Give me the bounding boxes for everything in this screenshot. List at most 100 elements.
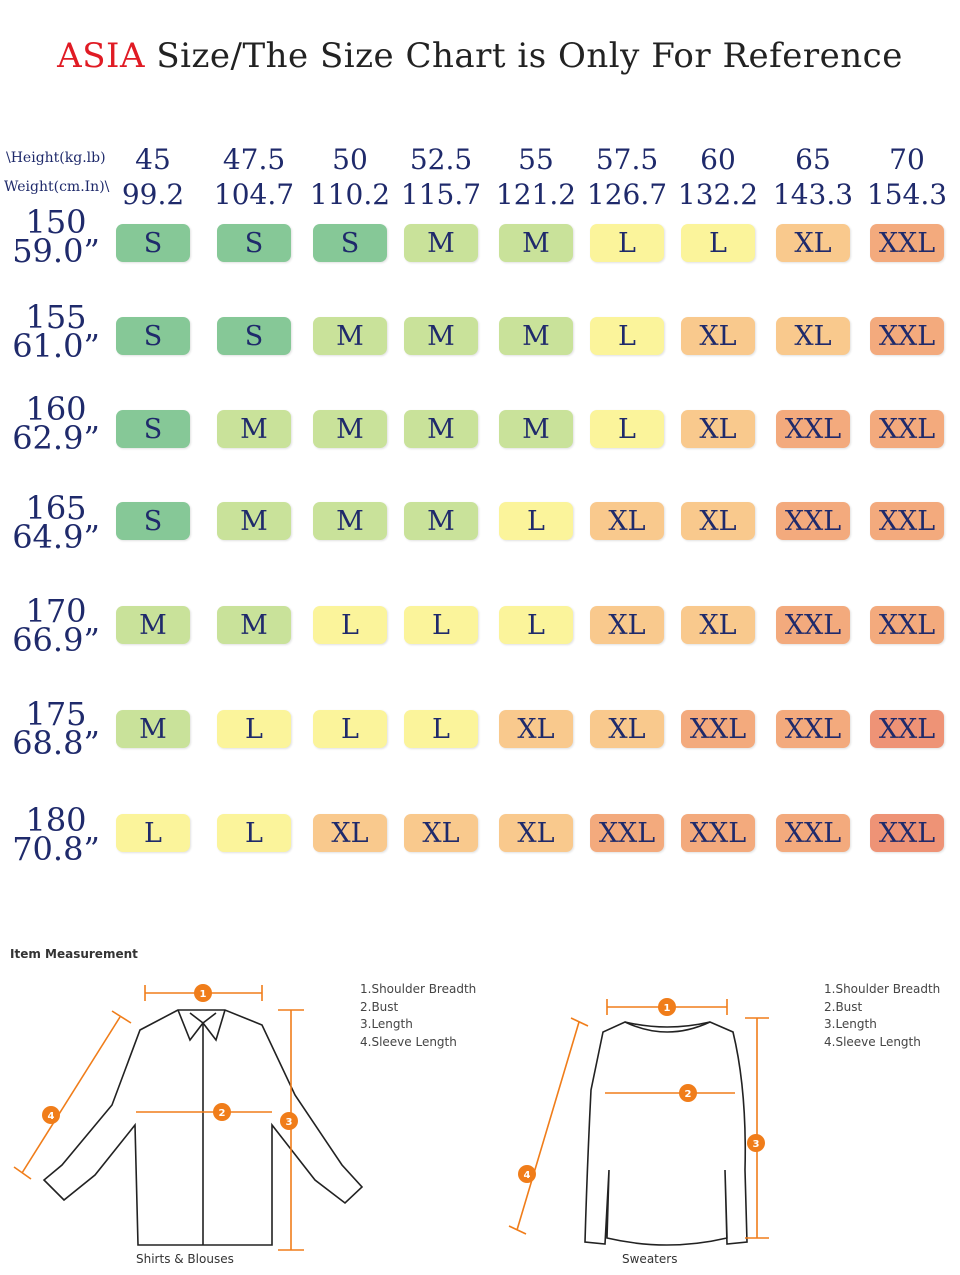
size-cell: XXL (681, 710, 755, 748)
badge-3: 3 (286, 1117, 293, 1128)
size-cell: L (217, 710, 291, 748)
badge-4: 4 (524, 1170, 531, 1181)
size-cell: M (404, 317, 478, 355)
legend-item: 1.Shoulder Breadth (824, 982, 941, 996)
size-cell: M (116, 606, 190, 644)
height-row-label: 165 64.9” (4, 489, 108, 553)
size-cell: XL (499, 710, 573, 748)
legend-item: 1.Shoulder Breadth (360, 982, 477, 996)
height-in: 62.9” (12, 419, 100, 457)
title-region: ASIA (57, 36, 146, 76)
height-in: 61.0” (12, 327, 100, 365)
size-cell: XL (681, 502, 755, 540)
weight-lb-header: 99.2 (121, 178, 185, 211)
weight-lb-header: 121.2 (495, 178, 577, 211)
size-cell: XL (681, 410, 755, 448)
weight-kg-header: 47.5 (222, 143, 286, 176)
size-cell: S (116, 224, 190, 262)
badge-4: 4 (48, 1111, 55, 1122)
title-text: Size/The Size Chart is Only For Referenc… (145, 36, 903, 76)
size-cell: S (217, 317, 291, 355)
weight-kg-header: 60 (700, 143, 736, 176)
size-cell: M (404, 224, 478, 262)
badge-1: 1 (664, 1003, 671, 1014)
size-cell: XXL (870, 410, 944, 448)
legend-item: 2.Bust (360, 999, 399, 1014)
height-row-label: 155 61.0” (4, 301, 108, 365)
weight-kg-header: 65 (795, 143, 831, 176)
size-cell: L (404, 606, 478, 644)
sweater-outline (584, 1021, 748, 1246)
size-cell: S (217, 224, 291, 262)
sweater-neckline (624, 1021, 711, 1028)
size-cell: L (590, 317, 664, 355)
size-cell: M (499, 410, 573, 448)
size-cell: XL (590, 606, 664, 644)
size-cell: XXL (681, 814, 755, 852)
weight-kg-header: 55 (518, 143, 554, 176)
size-cell: L (499, 606, 573, 644)
size-cell: XXL (870, 502, 944, 540)
weight-lb-header: 104.7 (213, 178, 295, 211)
size-cell: M (404, 502, 478, 540)
size-cell: XL (313, 814, 387, 852)
size-cell: S (116, 502, 190, 540)
legend-item: 4.Sleeve Length (360, 1034, 457, 1049)
size-cell: XXL (870, 814, 944, 852)
sweater-caption: Sweaters (622, 1252, 678, 1266)
size-cell: XL (404, 814, 478, 852)
height-cm: 160 (25, 390, 87, 428)
height-row-label: 180 70.8” (4, 801, 108, 865)
legend-item: 3.Length (824, 1017, 877, 1031)
size-cell: M (116, 710, 190, 748)
size-cell: M (217, 606, 291, 644)
height-row-label: 175 68.8” (4, 695, 108, 759)
legend-item: 3.Length (360, 1017, 413, 1031)
height-cm: 175 (25, 695, 87, 733)
weight-kg-header: 57.5 (595, 143, 659, 176)
size-cell: S (313, 224, 387, 262)
badge-2: 2 (685, 1089, 692, 1100)
size-cell: XL (776, 317, 850, 355)
legend-item: 4.Sleeve Length (824, 1034, 921, 1049)
size-cell: L (313, 606, 387, 644)
size-cell: M (499, 224, 573, 262)
size-cell: M (404, 410, 478, 448)
size-cell: XXL (776, 710, 850, 748)
size-cell: M (313, 317, 387, 355)
weight-lb-header: 132.2 (677, 178, 759, 211)
weight-lb-header: 126.7 (586, 178, 668, 211)
shirt-legend: 1.Shoulder Breadth 2.Bust 3.Length 4.Sle… (360, 981, 476, 1051)
height-row-label: 160 62.9” (4, 390, 108, 457)
size-cell: XXL (870, 224, 944, 262)
weight-kg-header: 45 (135, 143, 171, 176)
shirt-collar (177, 1009, 226, 1042)
weight-kg-header: 50 (332, 143, 368, 176)
weight-kg-header: 70 (889, 143, 925, 176)
size-cell: XXL (776, 814, 850, 852)
sweater-badges: 1 2 3 4 (518, 998, 765, 1183)
size-cell: L (681, 224, 755, 262)
size-cell: XXL (590, 814, 664, 852)
size-cell: XL (681, 317, 755, 355)
size-cell: XL (776, 224, 850, 262)
size-cell: L (590, 410, 664, 448)
weight-kg-header: 52.5 (409, 143, 473, 176)
weight-lb-header: 143.3 (772, 178, 854, 211)
height-cm: 180 (25, 801, 87, 839)
height-in: 59.0” (12, 232, 100, 270)
weight-lb-header: 110.2 (309, 178, 391, 211)
measurement-title: Item Measurement (10, 947, 138, 961)
height-row-label: 150 59.0” (4, 206, 108, 270)
weight-axis-label: \Height(kg.lb) (6, 150, 106, 166)
badge-1: 1 (200, 989, 207, 1000)
page-title: ASIA Size/The Size Chart is Only For Ref… (0, 36, 960, 76)
height-cm: 165 (25, 489, 87, 527)
size-cell: XXL (776, 502, 850, 540)
sweater-legend: 1.Shoulder Breadth 2.Bust 3.Length 4.Sle… (824, 981, 940, 1051)
size-cell: S (116, 410, 190, 448)
size-cell: XXL (870, 710, 944, 748)
size-cell: L (313, 710, 387, 748)
height-row-label: 170 66.9” (4, 595, 108, 656)
size-cell: M (217, 502, 291, 540)
